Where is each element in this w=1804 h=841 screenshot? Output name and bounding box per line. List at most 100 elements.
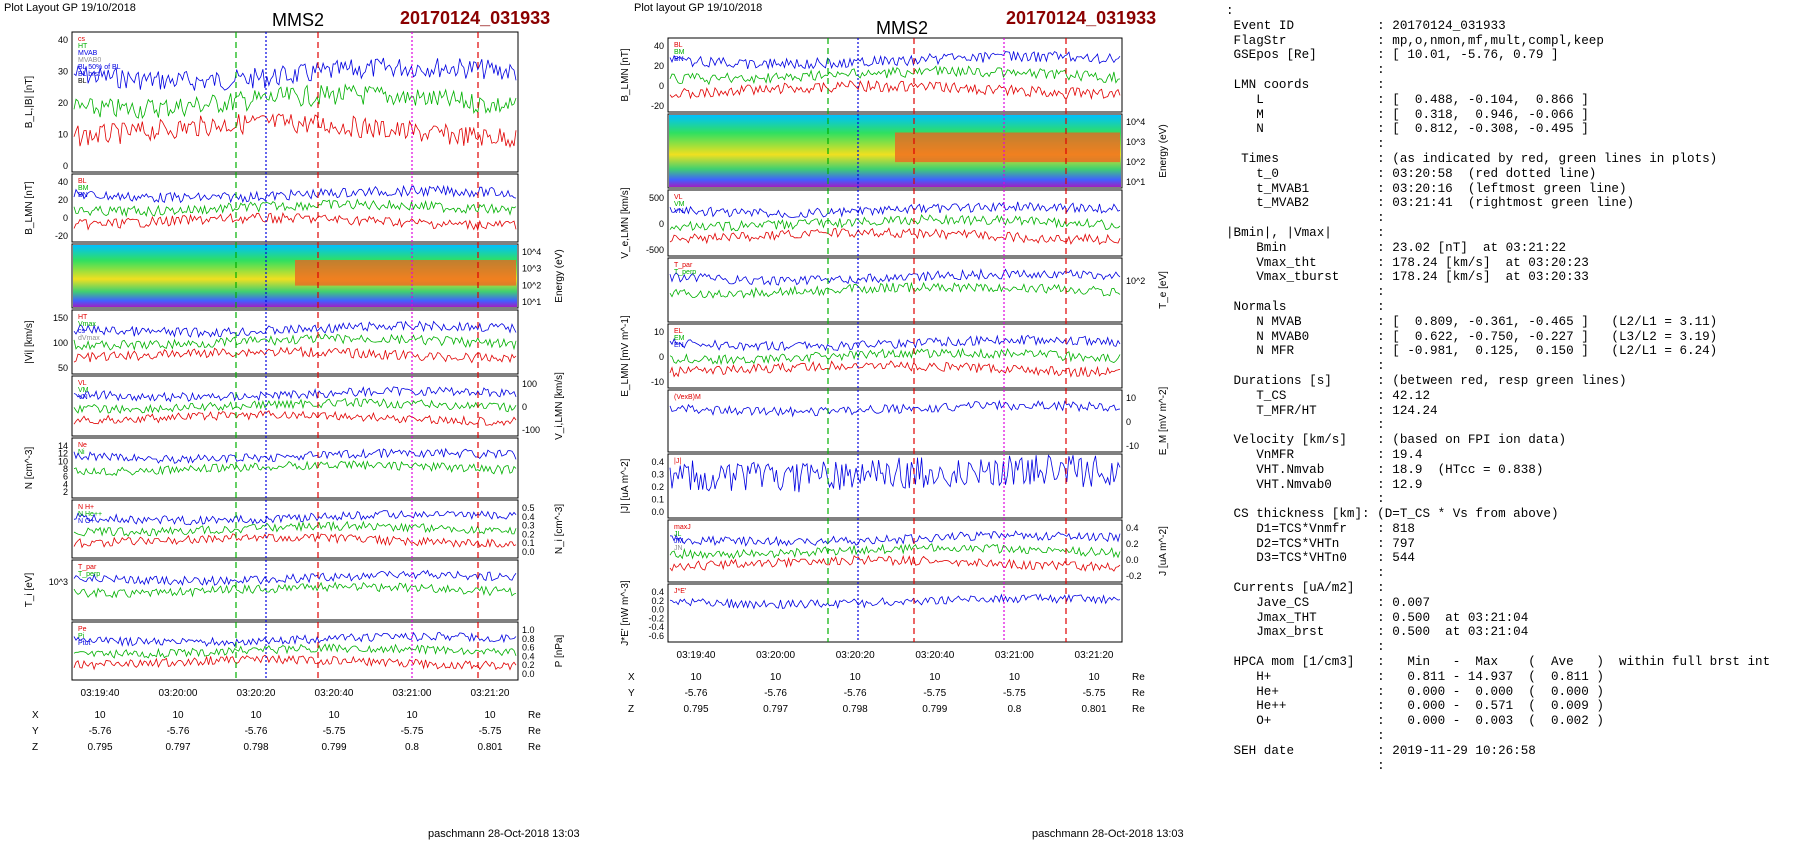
summary-line: Times : (as indicated by red, green line… bbox=[1226, 151, 1718, 166]
summary-line: Velocity [km/s] : (based on FPI ion data… bbox=[1226, 433, 1567, 448]
y-tick-label: 50 bbox=[58, 363, 68, 373]
summary-line: Jave_CS : 0.007 bbox=[1226, 595, 1431, 610]
mid-event-title: 20170124_031933 bbox=[1006, 8, 1157, 28]
x-tick-label: 03:20:20 bbox=[836, 650, 875, 661]
y-axis-label: V_e,LMN [km/s] bbox=[620, 187, 631, 258]
y-tick-label: 0 bbox=[522, 402, 527, 412]
y-tick-label: 20 bbox=[654, 61, 664, 71]
y-tick-label: 14 bbox=[58, 441, 68, 451]
summary-line: : bbox=[1226, 640, 1385, 655]
y-tick-label: -0.4 bbox=[648, 622, 664, 632]
panel-frame bbox=[667, 189, 1123, 257]
pos-row-value: 10 bbox=[94, 710, 106, 721]
pos-row-label: Y bbox=[32, 726, 39, 737]
summary-line: D2=TCS*VHTn : 797 bbox=[1226, 536, 1415, 551]
series-trace bbox=[73, 510, 517, 526]
pos-row-value: 10 bbox=[690, 672, 702, 683]
y-tick-label: 0.1 bbox=[651, 495, 664, 505]
left-event-title: 20170124_031933 bbox=[400, 8, 551, 28]
pos-row-value: 0.799 bbox=[321, 742, 346, 753]
series-trace bbox=[669, 80, 1121, 100]
series-trace bbox=[669, 554, 1121, 572]
panel-frame bbox=[71, 309, 519, 375]
legend-entry: BL bbox=[674, 42, 683, 49]
series-trace bbox=[73, 520, 517, 537]
panel-frame bbox=[667, 113, 1123, 189]
y-tick-label: 0.0 bbox=[651, 507, 664, 517]
summary-line: N MVAB0 : [ 0.622, -0.750, -0.227 ] (L3/… bbox=[1226, 329, 1718, 344]
pos-row-unit: Re bbox=[1132, 704, 1145, 715]
summary-line: Normals : bbox=[1226, 299, 1385, 314]
y-tick-label: -10 bbox=[1126, 441, 1139, 451]
y-tick-label: 8 bbox=[63, 464, 68, 474]
legend-entry: EM bbox=[674, 335, 685, 342]
summary-line: D1=TCS*Vnmfr : 818 bbox=[1226, 521, 1415, 536]
spectrogram-hot-band bbox=[295, 260, 516, 286]
panel-frame bbox=[667, 453, 1123, 519]
legend-entry: Ni bbox=[78, 449, 85, 456]
mid-footer: paschmann 28-Oct-2018 13:03 bbox=[1032, 828, 1184, 840]
y-axis-label: V_i,LMN [km/s] bbox=[554, 372, 565, 440]
y-axis-label: N [cm^-3] bbox=[24, 447, 35, 490]
pos-row-label: Z bbox=[32, 742, 38, 753]
summary-line: VHT.Nmvab0 : 12.9 bbox=[1226, 477, 1423, 492]
pos-row-value: 0.801 bbox=[1081, 704, 1106, 715]
series-trace bbox=[73, 184, 517, 204]
legend-entry: VN bbox=[78, 394, 88, 401]
y-axis-label: |J| [uA m^-2] bbox=[620, 458, 631, 513]
series-trace bbox=[73, 631, 517, 648]
summary-line: Durations [s] : (between red, resp green… bbox=[1226, 373, 1627, 388]
y-tick-label: 10 bbox=[654, 327, 664, 337]
series-trace bbox=[669, 227, 1121, 246]
legend-entry: N He++ bbox=[78, 511, 102, 518]
pos-row-value: -5.76 bbox=[245, 726, 268, 737]
y-tick-label: 0.6 bbox=[522, 643, 535, 653]
series-trace bbox=[73, 397, 517, 414]
y-tick-label: 10^4 bbox=[522, 247, 541, 257]
legend-entry: T_perp bbox=[78, 571, 100, 578]
summary-line: VHT.Nmvab : 18.9 (HTcc = 0.838) bbox=[1226, 462, 1544, 477]
y-axis-label: N_i [cm^-3] bbox=[554, 504, 565, 554]
y-tick-label: 500 bbox=[649, 193, 664, 203]
legend-entry: MVAB bbox=[78, 50, 98, 57]
series-trace bbox=[73, 57, 517, 91]
pos-row-value: -5.75 bbox=[1003, 688, 1026, 699]
series-trace bbox=[669, 51, 1121, 70]
pos-row-value: 10 bbox=[250, 710, 262, 721]
legend-entry: JN bbox=[674, 545, 683, 552]
summary-line: : bbox=[1226, 492, 1385, 507]
legend-entry: Vmax bbox=[78, 321, 96, 328]
panel-frame bbox=[71, 173, 519, 243]
y-axis-label: J*E' [nW m^-3] bbox=[620, 580, 631, 646]
series-trace bbox=[669, 213, 1121, 232]
legend-entry: VN bbox=[674, 208, 684, 215]
legend-entry: BN bbox=[78, 192, 88, 199]
legend-entry: |J| bbox=[674, 458, 681, 465]
legend-entry: VL bbox=[78, 380, 87, 387]
pos-row-unit: Re bbox=[1132, 672, 1145, 683]
y-tick-label: -20 bbox=[651, 101, 664, 111]
summary-line: He++ : 0.000 - 0.571 ( 0.009 ) bbox=[1226, 699, 1604, 714]
y-tick-label: 0.3 bbox=[522, 521, 535, 531]
pos-row-value: -5.75 bbox=[323, 726, 346, 737]
legend-entry: maxJ bbox=[674, 524, 691, 531]
summary-line: D3=TCS*VHTn0 : 544 bbox=[1226, 551, 1415, 566]
x-tick-label: 03:20:00 bbox=[756, 650, 795, 661]
summary-line: : bbox=[1226, 137, 1385, 152]
x-tick-label: 03:20:20 bbox=[237, 688, 276, 699]
pos-row-unit: Re bbox=[528, 710, 541, 721]
summary-line: : bbox=[1226, 4, 1234, 18]
summary-line: SEH date : 2019-11-29 10:26:58 bbox=[1226, 743, 1536, 758]
panel-frame bbox=[667, 323, 1123, 389]
pos-row-value: 0.795 bbox=[683, 704, 708, 715]
summary-line: t_MVAB1 : 03:20:16 (leftmost green line) bbox=[1226, 181, 1627, 196]
summary-line: FlagStr : mp,o,nmon,mf,mult,compl,keep bbox=[1226, 33, 1604, 48]
y-tick-label: -20 bbox=[55, 231, 68, 241]
panel-frame bbox=[71, 499, 519, 559]
y-axis-label: Energy (eV) bbox=[554, 249, 565, 302]
panel-frame bbox=[667, 37, 1123, 113]
y-axis-label: E_LMN [mV m^-1] bbox=[620, 315, 631, 397]
y-tick-label: 4 bbox=[63, 479, 68, 489]
